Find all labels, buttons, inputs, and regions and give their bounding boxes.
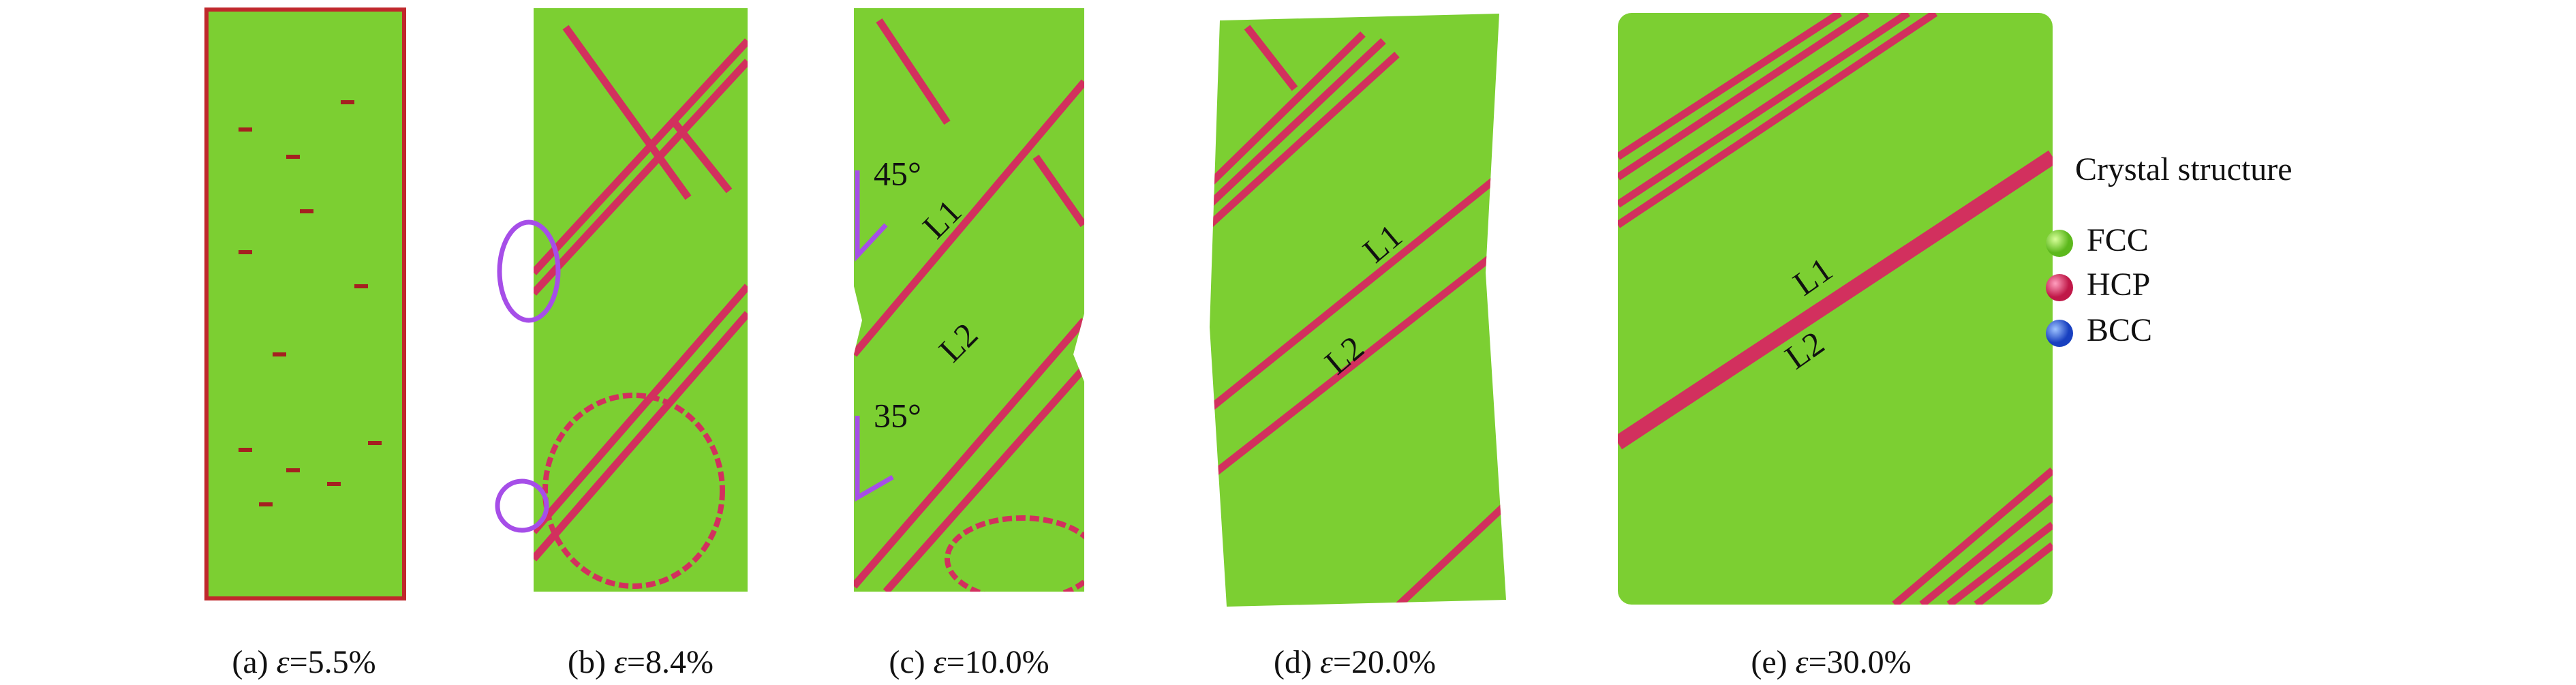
caption: (a) ε=5.5% <box>232 644 375 680</box>
caption-symbol: ε <box>277 644 290 680</box>
legend-entry: FCC <box>2087 222 2149 258</box>
legend-swatch <box>2046 274 2073 301</box>
caption: (d) ε=20.0% <box>1274 644 1436 680</box>
caption-strain: =10.0% <box>947 644 1049 680</box>
caption-label: (a) <box>232 644 268 680</box>
caption-label: (d) <box>1274 644 1312 680</box>
caption-symbol: ε <box>1796 644 1809 680</box>
caption-label: (e) <box>1751 644 1787 680</box>
legend-entry: BCC <box>2087 312 2152 348</box>
caption-label: (c) <box>889 644 925 680</box>
caption-symbol: ε <box>1320 644 1333 680</box>
panel-c: 45° L1 L2 35° <box>854 8 1084 592</box>
legend-entry: HCP <box>2087 267 2150 303</box>
panel-a <box>204 7 406 600</box>
panel-e: L1 L2 <box>1618 13 2053 605</box>
caption: (e) ε=30.0% <box>1751 644 1911 680</box>
legend: Crystal structure FCC HCP BCC <box>2046 151 2293 348</box>
caption-symbol: ε <box>934 644 947 680</box>
caption-strain: =30.0% <box>1809 644 1912 680</box>
legend-title: Crystal structure <box>2075 151 2293 187</box>
caption-strain: =20.0% <box>1333 644 1436 680</box>
caption: (b) ε=8.4% <box>568 644 714 680</box>
captions: (a) ε=5.5% (b) ε=8.4% (c) ε=10.0% (d) ε=… <box>232 644 1911 680</box>
caption-symbol: ε <box>614 644 627 680</box>
legend-swatch <box>2046 320 2073 347</box>
legend-swatch <box>2046 230 2073 257</box>
angle-label: 35° <box>874 396 921 434</box>
angle-label: 45° <box>874 154 921 192</box>
caption-strain: =8.4% <box>627 644 714 680</box>
caption: (c) ε=10.0% <box>889 644 1049 680</box>
caption-strain: =5.5% <box>290 644 376 680</box>
panel-d: L1 L2 <box>1210 14 1506 607</box>
panel-b <box>495 8 748 592</box>
caption-label: (b) <box>568 644 606 680</box>
